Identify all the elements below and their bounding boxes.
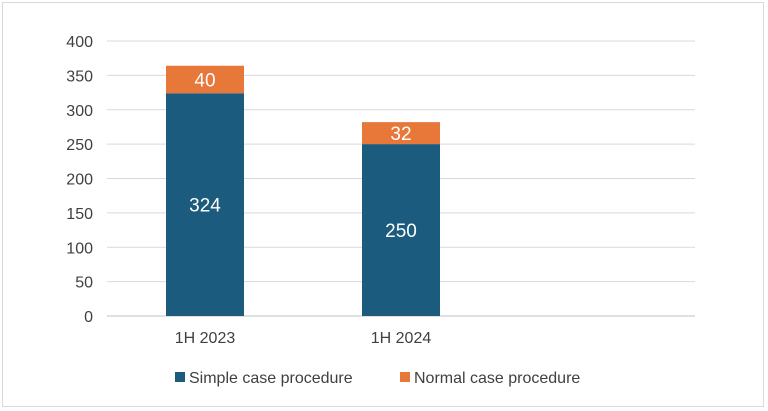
legend-label: Simple case procedure	[189, 370, 353, 387]
legend-swatch	[175, 372, 185, 382]
legend-swatch	[400, 372, 410, 382]
y-tick-label: 350	[66, 68, 93, 85]
data-label: 32	[390, 124, 411, 145]
bar-segment	[166, 93, 244, 316]
y-tick-label: 50	[75, 275, 93, 292]
y-tick-label: 0	[84, 309, 93, 326]
data-label: 324	[189, 196, 221, 217]
data-label: 40	[194, 71, 215, 92]
y-tick-label: 200	[66, 172, 93, 189]
data-label: 250	[385, 221, 417, 242]
bar-segment	[362, 144, 440, 316]
bar-segment	[166, 65, 244, 94]
y-tick-label: 250	[66, 137, 93, 154]
x-category-label: 1H 2023	[175, 330, 236, 347]
x-category-label: 1H 2024	[371, 330, 432, 347]
bar-segment	[362, 122, 440, 145]
y-tick-label: 400	[66, 34, 93, 51]
legend-label: Normal case procedure	[414, 370, 580, 387]
y-tick-label: 300	[66, 103, 93, 120]
y-tick-label: 150	[66, 206, 93, 223]
y-tick-label: 100	[66, 240, 93, 257]
